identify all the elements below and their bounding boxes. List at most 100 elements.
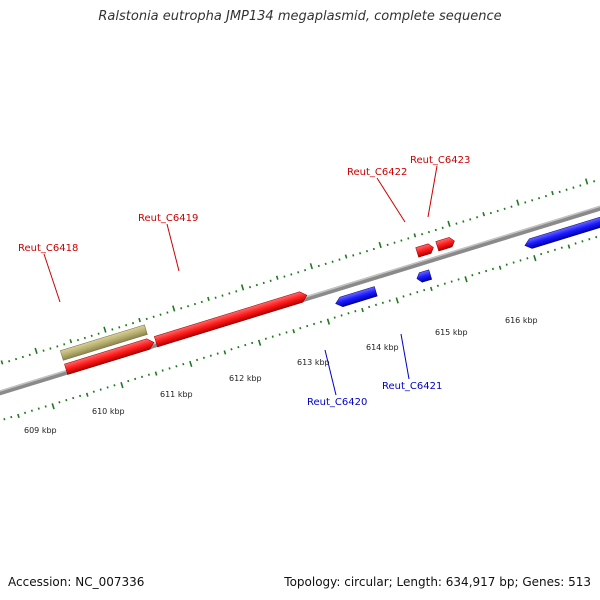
tick-label-616-kbp: 616 kbp (505, 316, 538, 325)
tick-mark (537, 197, 541, 200)
tick-mark (416, 290, 419, 294)
gene-arrow-reut-c6423[interactable] (435, 236, 456, 252)
tick-mark (567, 244, 571, 249)
tick-mark (565, 188, 568, 191)
tick-mark (189, 360, 193, 368)
tick-mark (196, 358, 199, 362)
tick-mark (306, 324, 309, 328)
tick-mark (309, 263, 314, 270)
gene-label-reut-c6418[interactable]: Reut_C6418 (18, 243, 78, 254)
gene-arrow-reut-c6422[interactable] (415, 243, 435, 258)
tick-mark (49, 347, 52, 350)
gene-arrow-partial-right[interactable] (523, 202, 600, 250)
tick-mark (368, 305, 371, 309)
tick-mark (407, 237, 410, 240)
tick-mark (63, 343, 66, 346)
tick-mark (558, 190, 561, 194)
gene-arrow-reut-c6418[interactable] (64, 337, 155, 375)
upper-tick-track (0, 177, 600, 365)
tick-mark (118, 326, 121, 329)
tick-mark (551, 190, 554, 196)
tick-mark (489, 211, 492, 215)
tick-mark (97, 332, 100, 335)
tick-mark (531, 199, 534, 202)
tick-mark (76, 338, 80, 342)
tick-label-610-kbp: 610 kbp (92, 407, 125, 416)
tick-mark (283, 275, 286, 278)
tick-mark (168, 367, 171, 370)
gene-label-reut-c6420[interactable]: Reut_C6420 (307, 397, 367, 408)
tick-mark (223, 350, 227, 355)
gene-label-reut-c6422[interactable]: Reut_C6422 (347, 167, 407, 178)
gene-label-reut-c6421[interactable]: Reut_C6421 (382, 381, 442, 392)
tick-mark (588, 238, 591, 241)
tick-mark (317, 264, 320, 268)
tick-mark (462, 220, 465, 223)
tick-mark (338, 258, 341, 261)
tick-mark (134, 377, 137, 381)
tick-mark (240, 284, 245, 291)
tick-mark (44, 405, 47, 408)
tick-mark (120, 382, 124, 389)
gene-arrow-reut-c6421[interactable] (415, 269, 433, 284)
gene-label-reut-c6419[interactable]: Reut_C6419 (138, 213, 198, 224)
tick-mark (216, 352, 219, 355)
tick-mark (131, 321, 135, 325)
feature-bar[interactable] (60, 324, 148, 361)
leader-line-reut-c6419 (166, 223, 180, 272)
tick-mark (352, 254, 355, 257)
tick-mark (175, 365, 178, 368)
tick-mark (485, 269, 488, 273)
tick-label-614-kbp: 614 kbp (366, 343, 399, 352)
tick-mark (516, 199, 520, 206)
tick-mark (553, 248, 556, 252)
tick-mark (581, 240, 584, 243)
tick-mark (269, 279, 272, 282)
tick-mark (111, 328, 114, 331)
tick-mark (58, 401, 61, 404)
tick-mark (595, 235, 598, 239)
tick-mark (193, 302, 197, 306)
tick-mark (476, 216, 479, 219)
tick-mark (30, 409, 33, 412)
tick-mark (182, 362, 185, 366)
tick-mark (103, 326, 107, 333)
tick-mark (10, 415, 13, 419)
gene-arrow-reut-c6420[interactable] (334, 286, 378, 309)
tick-mark (469, 218, 472, 221)
tick-mark (285, 331, 288, 334)
tick-mark (429, 286, 433, 292)
tick-mark (402, 295, 405, 298)
tick-mark (244, 343, 247, 347)
topology-text: Topology: circular; Length: 634,917 bp; … (284, 575, 591, 589)
gene-label-reut-c6423[interactable]: Reut_C6423 (410, 155, 470, 166)
tick-mark (546, 250, 550, 254)
gene-arrow-reut-c6419[interactable] (153, 290, 308, 348)
tick-label-611-kbp: 611 kbp (160, 390, 193, 399)
tick-label-609-kbp: 609 kbp (24, 426, 57, 435)
tick-mark (450, 280, 453, 283)
tick-mark (42, 349, 45, 352)
tick-mark (331, 260, 334, 263)
tick-mark (409, 293, 412, 296)
tick-mark (347, 312, 350, 315)
tick-mark (372, 247, 375, 251)
tick-mark (584, 178, 589, 185)
tick-mark (3, 418, 6, 421)
tick-mark (106, 386, 109, 389)
tick-mark (378, 241, 382, 249)
tick-mark (510, 205, 513, 208)
tick-mark (200, 300, 203, 304)
tick-mark (333, 316, 336, 319)
tick-mark (202, 356, 206, 359)
tick-mark (381, 301, 384, 304)
tick-mark (172, 305, 176, 312)
tick-mark (365, 249, 369, 253)
tick-mark (214, 296, 217, 299)
tick-mark (593, 180, 596, 183)
tick-mark (420, 233, 424, 236)
tick-mark (471, 274, 474, 277)
tick-mark (464, 276, 468, 283)
tick-mark (147, 373, 150, 376)
tick-mark (83, 336, 86, 340)
